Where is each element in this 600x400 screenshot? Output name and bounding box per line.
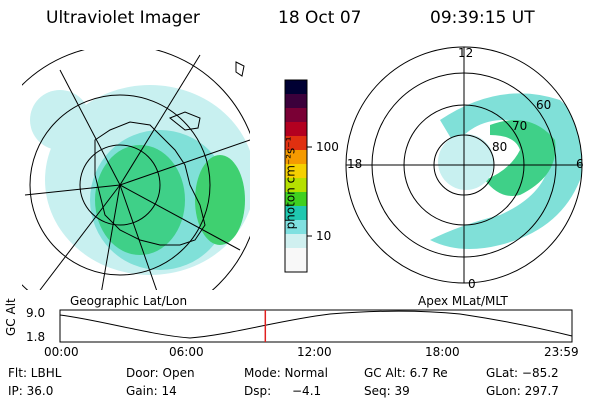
- mlt-label-18: 18: [347, 157, 363, 171]
- geographic-map: [22, 50, 250, 290]
- instrument-title: Ultraviolet Imager: [46, 8, 200, 28]
- mlt-label-0: 0: [468, 277, 476, 291]
- right-panel-label: Apex MLat/MLT: [418, 294, 508, 308]
- glon-info: GLon: 297.7: [486, 384, 559, 398]
- dsp-value: −4.1: [292, 384, 322, 398]
- mlt-label-12: 12: [458, 46, 474, 60]
- mlt-label-6: 6: [576, 157, 584, 171]
- timeline-tick-1800: 18:00: [425, 345, 460, 359]
- coastline: [94, 121, 206, 246]
- seq-info: Seq: 39: [364, 384, 410, 398]
- mlat-label-80: 80: [492, 140, 508, 154]
- polar-plot: [345, 46, 583, 284]
- colorbar-tick-10: 10: [316, 229, 332, 243]
- timeline-tick-0000: 00:00: [44, 345, 79, 359]
- time-label: 09:39:15 UT: [430, 8, 535, 28]
- gc-alt-info: GC Alt: 6.7 Re: [364, 366, 448, 380]
- ip-info: IP: 36.0: [8, 384, 54, 398]
- date-label: 18 Oct 07: [278, 8, 362, 28]
- mode-info: Mode: Normal: [244, 366, 328, 380]
- left-panel-label: Geographic Lat/Lon: [70, 294, 188, 308]
- timeline-ylabel: GC Alt: [4, 298, 18, 336]
- gain-info: Gain: 14: [126, 384, 177, 398]
- filter-info: Flt: LBHL: [8, 366, 62, 380]
- colorbar-unit: photon cm⁻²s⁻¹: [283, 136, 298, 230]
- glat-info: GLat: −85.2: [486, 366, 559, 380]
- altitude-timeline: [59, 309, 573, 343]
- mlat-label-70: 70: [512, 119, 528, 133]
- timeline-tick-2359: 23:59: [544, 345, 579, 359]
- door-info: Door: Open: [126, 366, 195, 380]
- colorbar: [284, 79, 312, 273]
- timeline-ymin: 1.8: [26, 330, 46, 344]
- timeline-ymax: 9.0: [26, 306, 46, 320]
- dsp-label: Dsp:: [244, 384, 272, 398]
- altitude-curve: [59, 310, 573, 339]
- mlat-label-60: 60: [536, 98, 552, 112]
- timeline-tick-0600: 06:00: [169, 345, 204, 359]
- colorbar-tick-100: 100: [316, 140, 339, 154]
- timeline-tick-1200: 12:00: [297, 345, 332, 359]
